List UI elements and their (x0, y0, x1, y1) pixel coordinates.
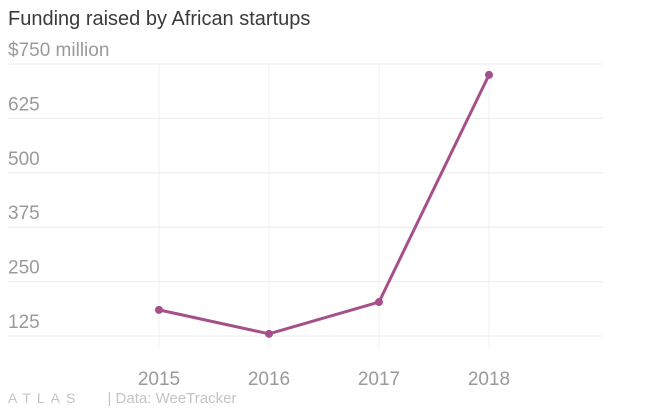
x-axis-ticks: 2015 2016 2017 2018 (138, 369, 510, 390)
data-point (375, 298, 383, 307)
x-tick-label: 2018 (468, 369, 510, 390)
grid-lines (8, 63, 603, 348)
y-tick-label: 375 (8, 203, 40, 224)
source-note: | Data: WeeTracker (107, 390, 237, 407)
y-tick-label: 250 (8, 258, 40, 279)
footer: ATLAS | Data: WeeTracker (8, 390, 236, 407)
x-tick-label: 2017 (358, 369, 400, 390)
x-tick-label: 2016 (248, 369, 290, 390)
y-tick-label: $750 million (8, 40, 109, 61)
data-point (485, 70, 493, 79)
y-tick-label: 500 (8, 149, 40, 170)
y-axis-ticks: $750 million 625 500 375 250 125 (8, 40, 109, 333)
data-point (155, 305, 163, 314)
chart-title: Funding raised by African startups (8, 8, 311, 30)
y-tick-label: 125 (8, 312, 40, 333)
atlas-logo: ATLAS (8, 390, 82, 406)
x-tick-label: 2015 (138, 369, 180, 390)
data-point (265, 329, 273, 338)
series-group (155, 70, 493, 338)
series-line (157, 73, 491, 336)
y-tick-label: 625 (8, 94, 40, 115)
